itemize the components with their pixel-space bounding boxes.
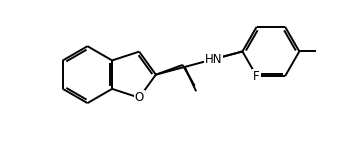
Text: F: F — [253, 70, 260, 83]
Text: O: O — [135, 91, 144, 104]
Text: HN: HN — [205, 53, 222, 66]
